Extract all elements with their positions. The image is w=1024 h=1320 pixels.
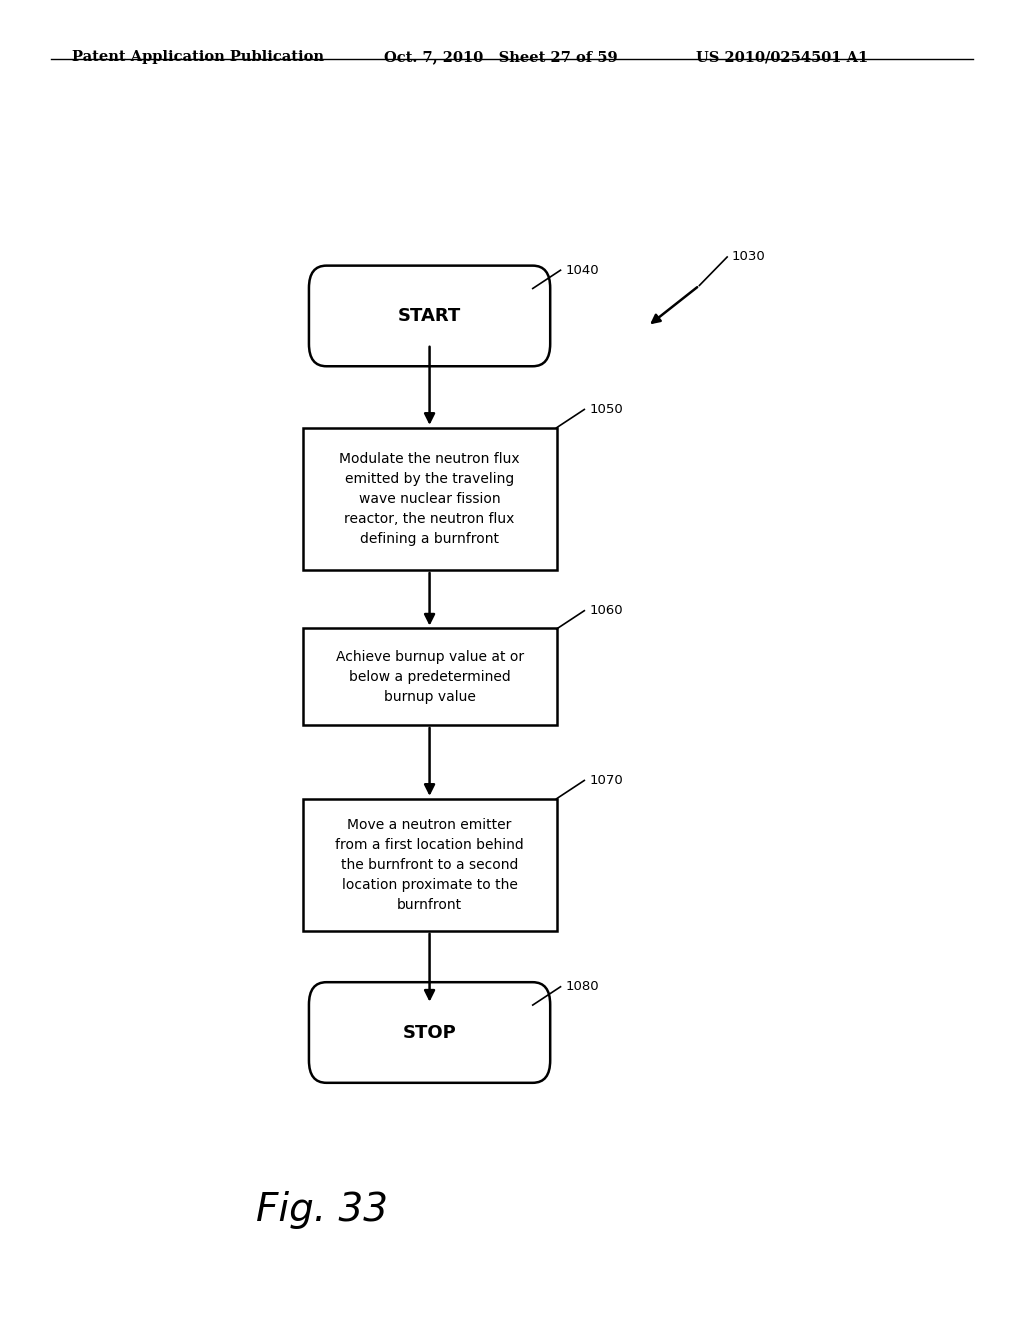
Text: Oct. 7, 2010   Sheet 27 of 59: Oct. 7, 2010 Sheet 27 of 59 — [384, 50, 617, 65]
FancyBboxPatch shape — [309, 982, 550, 1082]
Text: Fig. 33: Fig. 33 — [256, 1191, 388, 1229]
Text: 1070: 1070 — [589, 774, 623, 787]
Text: 1050: 1050 — [589, 403, 623, 416]
Text: Modulate the neutron flux
emitted by the traveling
wave nuclear fission
reactor,: Modulate the neutron flux emitted by the… — [339, 451, 520, 546]
Text: US 2010/0254501 A1: US 2010/0254501 A1 — [696, 50, 868, 65]
FancyBboxPatch shape — [309, 265, 550, 366]
Bar — [303, 628, 557, 725]
Text: STOP: STOP — [402, 1023, 457, 1041]
Text: 1030: 1030 — [731, 251, 765, 264]
Bar — [303, 428, 557, 570]
Text: Achieve burnup value at or
below a predetermined
burnup value: Achieve burnup value at or below a prede… — [336, 649, 523, 704]
Text: Move a neutron emitter
from a first location behind
the burnfront to a second
lo: Move a neutron emitter from a first loca… — [335, 817, 524, 912]
Text: 1060: 1060 — [589, 605, 623, 618]
Text: 1080: 1080 — [565, 981, 599, 993]
Text: 1040: 1040 — [565, 264, 599, 277]
Bar — [303, 799, 557, 931]
Text: START: START — [398, 308, 461, 325]
Text: Patent Application Publication: Patent Application Publication — [72, 50, 324, 65]
